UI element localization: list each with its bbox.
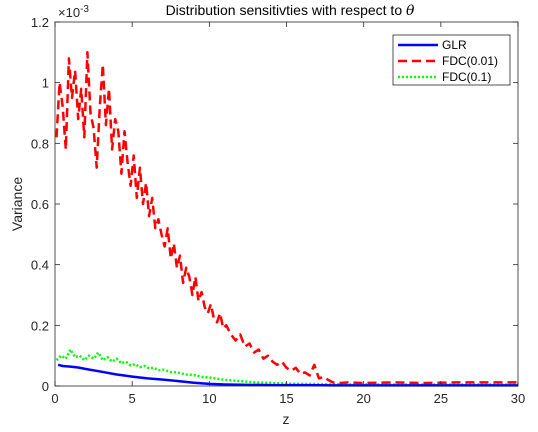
x-tick-label: 10 bbox=[202, 391, 216, 406]
x-tick-label: 5 bbox=[129, 391, 136, 406]
y-tick-label: 1.2 bbox=[31, 15, 49, 30]
y-tick-label: 1 bbox=[42, 76, 49, 91]
series-layer bbox=[55, 51, 518, 387]
y-tick-label: 0.4 bbox=[31, 258, 49, 273]
x-tick-label: 20 bbox=[356, 391, 370, 406]
x-tick-label: 0 bbox=[51, 391, 58, 406]
y-tick-label: 0.2 bbox=[31, 318, 49, 333]
y-axis-label: Variance bbox=[9, 177, 25, 231]
y-tick-label: 0.6 bbox=[31, 197, 49, 212]
x-tick-label: 25 bbox=[434, 391, 448, 406]
x-tick-label: 30 bbox=[511, 391, 525, 406]
x-tick-label: 15 bbox=[279, 391, 293, 406]
legend-label-glr: GLR bbox=[442, 38, 467, 52]
y-exponent-label: ×10-3 bbox=[58, 4, 89, 20]
legend: GLR FDC(0.01) FDC(0.1) bbox=[392, 34, 511, 86]
legend-label-fdc-01: FDC(0.1) bbox=[442, 70, 491, 84]
chart-title: Distribution sensitivties with respect t… bbox=[166, 2, 415, 19]
y-tick-label: 0 bbox=[42, 379, 49, 394]
legend-label-fdc-001: FDC(0.01) bbox=[442, 54, 498, 68]
series-line-fdc-0-01 bbox=[55, 51, 518, 385]
series-line-glr bbox=[57, 363, 518, 387]
y-axis-ticks: 0 0.2 0.4 0.6 0.8 1 1.2 bbox=[31, 15, 518, 394]
x-axis-label: z bbox=[283, 411, 290, 427]
y-tick-label: 0.8 bbox=[31, 136, 49, 151]
x-axis-ticks: 0 5 10 15 20 25 30 bbox=[51, 22, 525, 406]
